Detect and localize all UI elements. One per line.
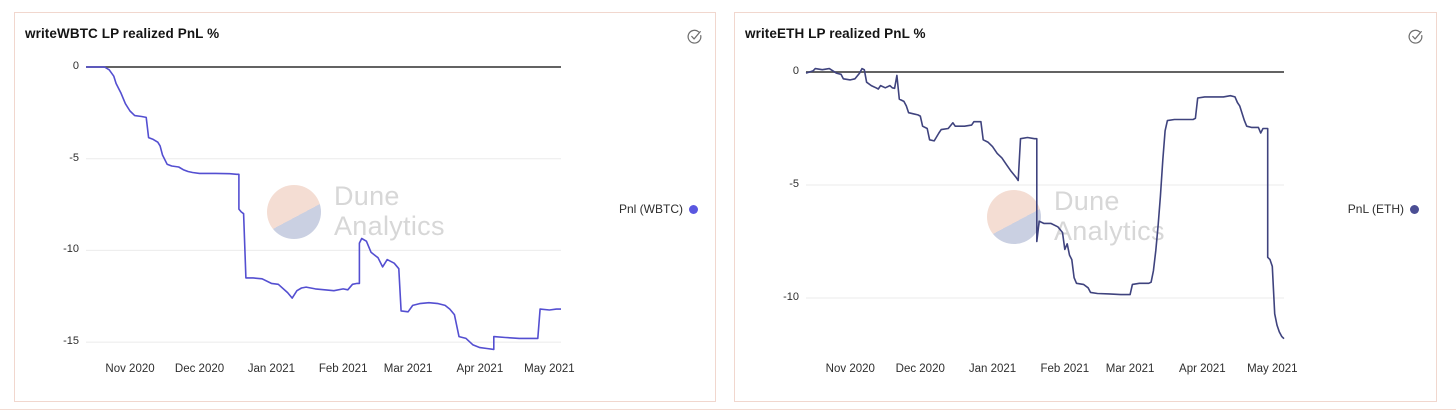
- chart-card-writeeth: writeETH LP realized PnL % Dune Analytic…: [734, 12, 1437, 402]
- next-row-divider: [0, 409, 1456, 410]
- legend-dot[interactable]: [689, 204, 698, 214]
- x-axis-tick-label: Mar 2021: [383, 363, 433, 375]
- x-axis-tick-label: Jan 2021: [247, 363, 296, 375]
- x-axis-tick-label: May 2021: [1247, 363, 1298, 375]
- check-circle-icon[interactable]: [1407, 28, 1424, 45]
- pnl-line-svg: [86, 66, 561, 351]
- legend: Pnl (WBTC): [619, 202, 698, 216]
- chart-title: writeWBTC LP realized PnL %: [25, 26, 220, 41]
- x-axis-tick-label: Feb 2021: [1040, 363, 1090, 375]
- legend-label: PnL (ETH): [1347, 202, 1404, 216]
- x-axis-tick-label: Apr 2021: [1179, 363, 1226, 375]
- y-axis-tick-label: -15: [63, 335, 79, 348]
- y-axis-tick-label: 0: [792, 65, 799, 77]
- pnl-series-line: [805, 67, 1285, 340]
- check-circle-icon[interactable]: [686, 28, 703, 45]
- legend-dot[interactable]: [1410, 204, 1419, 214]
- x-axis-tick-label: Nov 2020: [825, 363, 875, 375]
- chart-plot-area[interactable]: 0 -5 -10 -15 Nov 2020 Dec 2020 Jan 2021 Feb 202…: [15, 13, 715, 401]
- x-axis-tick-label: Dec 2020: [895, 363, 945, 375]
- y-axis-tick-label: -10: [63, 243, 79, 256]
- y-axis-tick-label: 0: [72, 60, 79, 72]
- x-axis-tick-label: Dec 2020: [174, 363, 225, 375]
- y-axis-tick-label: -5: [789, 178, 799, 190]
- pnl-series-line: [86, 66, 561, 351]
- x-axis-tick-label: Apr 2021: [456, 363, 504, 375]
- legend: PnL (ETH): [1348, 202, 1419, 216]
- x-axis-tick-label: May 2021: [524, 363, 575, 375]
- legend-label: Pnl (WBTC): [619, 202, 683, 216]
- x-axis-tick-label: Feb 2021: [318, 363, 368, 375]
- chart-plot-area[interactable]: 0 -5 -10 Nov 2020 Dec 2020 Jan 2021 Feb 2021 Ma…: [735, 13, 1436, 401]
- x-axis-tick-label: Nov 2020: [105, 363, 155, 375]
- x-axis-tick-label: Mar 2021: [1105, 363, 1155, 375]
- pnl-line-svg: [805, 67, 1285, 340]
- chart-card-writewbtc: writeWBTC LP realized PnL % Dune Analyti…: [14, 12, 716, 402]
- y-axis-tick-label: -10: [783, 291, 799, 303]
- x-axis-tick-label: Jan 2021: [968, 363, 1017, 375]
- y-axis-tick-label: -5: [69, 151, 79, 164]
- chart-title: writeETH LP realized PnL %: [745, 26, 926, 41]
